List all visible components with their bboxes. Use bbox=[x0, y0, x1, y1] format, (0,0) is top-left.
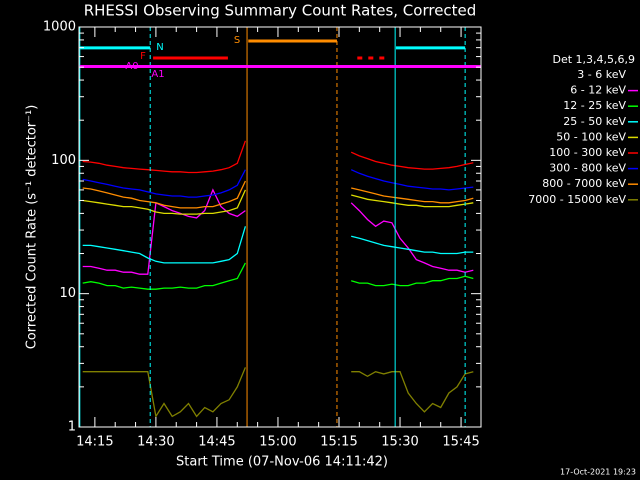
series-line bbox=[82, 206, 474, 340]
legend-label: 7000 - 15000 keV bbox=[528, 193, 626, 206]
legend-title: Det 1,3,4,5,6,9 bbox=[552, 53, 635, 66]
legend-label: 100 - 300 keV bbox=[549, 146, 626, 159]
x-tick-label: 15:00 bbox=[259, 435, 296, 450]
series-line bbox=[82, 262, 474, 290]
plot-frame bbox=[78, 26, 482, 428]
series-line bbox=[82, 180, 474, 209]
y-axis-label: Corrected Count Rate (s⁻¹ detector⁻¹) bbox=[25, 105, 40, 350]
x-tick-label: 14:30 bbox=[137, 435, 174, 450]
legend-label: 25 - 50 keV bbox=[563, 115, 626, 128]
y-tick-label: 10 bbox=[59, 286, 76, 301]
series-line bbox=[82, 188, 474, 275]
y-tick-label: 1000 bbox=[43, 20, 76, 35]
series-line bbox=[82, 140, 474, 174]
series-line bbox=[82, 367, 474, 419]
y-tick-label: 1 bbox=[68, 420, 76, 435]
flag-label: N bbox=[156, 42, 163, 53]
flag-label: F bbox=[140, 51, 146, 62]
series-line bbox=[82, 189, 474, 215]
flag-label: S bbox=[234, 35, 240, 46]
x-tick-label: 15:15 bbox=[320, 435, 357, 450]
chart-title: RHESSI Observing Summary Count Rates, Co… bbox=[84, 2, 477, 20]
x-tick-label: 15:45 bbox=[442, 435, 479, 450]
legend-label: 12 - 25 keV bbox=[563, 99, 626, 112]
x-tick-label: 14:15 bbox=[76, 435, 113, 450]
x-axis-label: Start Time (07-Nov-06 14:11:42) bbox=[176, 455, 388, 470]
flag-label: A0 bbox=[125, 61, 138, 72]
flag-label: A1 bbox=[151, 69, 164, 80]
footer-timestamp: 17-Oct-2021 19:23 bbox=[560, 468, 636, 477]
legend-label: 800 - 7000 keV bbox=[542, 177, 626, 190]
x-tick-label: 14:45 bbox=[198, 435, 235, 450]
y-tick-label: 100 bbox=[51, 153, 76, 168]
series-line bbox=[82, 226, 474, 264]
legend-label: 300 - 800 keV bbox=[549, 162, 626, 175]
legend-label: 6 - 12 keV bbox=[570, 84, 626, 97]
x-tick-label: 15:30 bbox=[381, 435, 418, 450]
legend-label: 50 - 100 keV bbox=[556, 130, 626, 143]
series-line bbox=[82, 169, 474, 198]
legend-label: 3 - 6 keV bbox=[577, 68, 626, 81]
